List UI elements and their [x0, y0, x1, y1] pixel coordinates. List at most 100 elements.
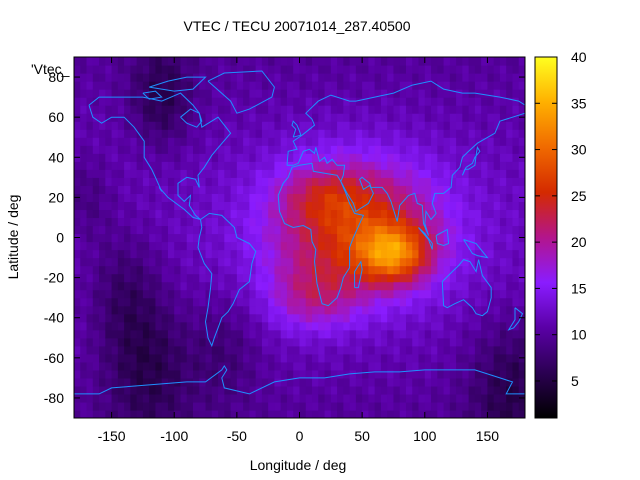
- heatmap-cell: [481, 193, 489, 202]
- heatmap-cell: [343, 225, 351, 235]
- heatmap-cell: [368, 65, 376, 74]
- heatmap-cell: [431, 241, 438, 251]
- heatmap-cell: [174, 385, 182, 395]
- heatmap-cell: [99, 273, 106, 283]
- heatmap-cell: [424, 225, 432, 235]
- heatmap-cell: [255, 81, 263, 90]
- heatmap-cell: [368, 289, 376, 299]
- heatmap-cell: [355, 297, 363, 307]
- heatmap-cell: [431, 89, 438, 98]
- heatmap-cell: [174, 265, 182, 275]
- heatmap-cell: [468, 337, 476, 347]
- heatmap-cell: [99, 225, 106, 235]
- heatmap-cell: [312, 313, 319, 323]
- heatmap-cell: [337, 361, 344, 371]
- heatmap-cell: [111, 209, 119, 219]
- heatmap-cell: [487, 145, 495, 154]
- heatmap-cell: [362, 369, 369, 379]
- heatmap-cell: [437, 305, 445, 315]
- heatmap-cell: [349, 113, 357, 122]
- heatmap-cell: [236, 313, 244, 323]
- heatmap-cell: [149, 113, 157, 122]
- heatmap-cell: [387, 81, 395, 90]
- heatmap-cell: [512, 385, 520, 395]
- heatmap-cell: [305, 241, 313, 251]
- heatmap-cell: [456, 145, 463, 154]
- heatmap-cell: [418, 353, 426, 363]
- heatmap-cell: [136, 169, 144, 178]
- heatmap-cell: [412, 185, 420, 194]
- heatmap-cell: [493, 257, 501, 267]
- heatmap-cell: [330, 73, 338, 82]
- heatmap-cell: [136, 209, 144, 219]
- heatmap-cell: [299, 305, 307, 315]
- heatmap-cell: [506, 337, 514, 347]
- heatmap-cell: [230, 65, 238, 74]
- heatmap-cell: [431, 273, 438, 283]
- heatmap-cell: [299, 57, 307, 66]
- heatmap-cell: [318, 65, 326, 74]
- coastline: [197, 212, 257, 348]
- heatmap-cell: [355, 409, 363, 418]
- heatmap-cell: [493, 121, 501, 130]
- heatmap-cell: [493, 313, 501, 323]
- heatmap-cell: [443, 313, 451, 323]
- heatmap-cell: [205, 137, 213, 146]
- heatmap-cell: [462, 161, 470, 170]
- heatmap-cell: [124, 145, 131, 154]
- heatmap-cell: [211, 145, 219, 154]
- heatmap-cell: [255, 289, 263, 299]
- heatmap-cell: [518, 321, 525, 331]
- heatmap-cell: [481, 409, 489, 418]
- heatmap-cell: [124, 81, 131, 90]
- heatmap-cell: [142, 113, 150, 122]
- heatmap-cell: [462, 185, 470, 194]
- heatmap-cell: [449, 177, 457, 186]
- heatmap-cell: [155, 185, 163, 194]
- heatmap-cell: [443, 137, 451, 146]
- heatmap-cell: [186, 153, 194, 162]
- heatmap-cell: [499, 73, 507, 82]
- heatmap-cell: [193, 401, 200, 411]
- heatmap-cell: [418, 265, 426, 275]
- heatmap-cell: [249, 281, 257, 291]
- heatmap-cell: [199, 217, 207, 227]
- heatmap-cell: [261, 361, 269, 371]
- heatmap-cell: [293, 217, 301, 227]
- heatmap-cell: [99, 161, 106, 170]
- heatmap-cell: [399, 281, 407, 291]
- heatmap-cell: [236, 217, 244, 227]
- heatmap-cell: [274, 209, 282, 219]
- heatmap-cell: [218, 305, 225, 315]
- heatmap-cell: [236, 361, 244, 371]
- heatmap-cell: [174, 241, 182, 251]
- heatmap-cell: [487, 281, 495, 291]
- heatmap-cell: [180, 89, 188, 98]
- heatmap-cell: [224, 89, 232, 98]
- heatmap-cell: [324, 361, 332, 371]
- heatmap-cell: [117, 233, 125, 243]
- heatmap-cell: [312, 129, 319, 138]
- heatmap-cell: [318, 153, 326, 162]
- heatmap-cell: [249, 369, 257, 379]
- heatmap-cell: [487, 81, 495, 90]
- heatmap-cell: [124, 57, 131, 66]
- heatmap-cell: [249, 193, 257, 202]
- heatmap-cell: [405, 353, 413, 363]
- heatmap-cell: [362, 257, 369, 267]
- heatmap-cell: [161, 193, 169, 202]
- heatmap-cell: [355, 265, 363, 275]
- heatmap-cell: [243, 105, 250, 114]
- heatmap-cell: [393, 401, 401, 411]
- heatmap-cell: [211, 353, 219, 363]
- heatmap-cell: [405, 217, 413, 227]
- heatmap-cell: [293, 193, 301, 202]
- heatmap-cell: [224, 185, 232, 194]
- heatmap-cell: [349, 305, 357, 315]
- heatmap-cell: [186, 161, 194, 170]
- heatmap-cell: [224, 225, 232, 235]
- heatmap-cell: [124, 65, 131, 74]
- heatmap-cell: [155, 129, 163, 138]
- heatmap-cell: [312, 289, 319, 299]
- heatmap-cell: [380, 353, 388, 363]
